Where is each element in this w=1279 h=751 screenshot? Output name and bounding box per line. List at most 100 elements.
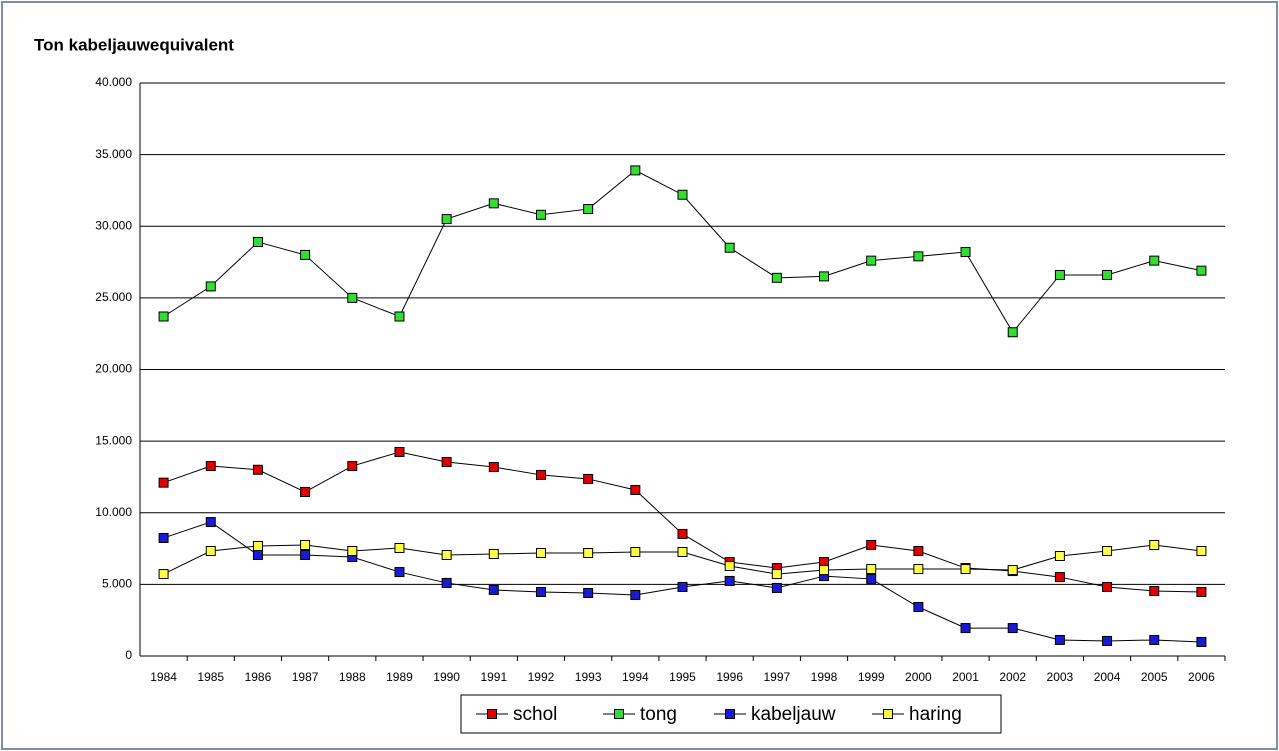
marker xyxy=(205,461,216,472)
marker xyxy=(394,311,405,322)
x-tick-label: 2003 xyxy=(1047,670,1074,684)
marker xyxy=(441,457,452,468)
marker xyxy=(347,461,358,472)
marker xyxy=(913,564,924,575)
x-tick-label: 1993 xyxy=(575,670,602,684)
marker xyxy=(630,484,641,495)
marker xyxy=(724,561,735,572)
marker xyxy=(1102,635,1113,646)
marker xyxy=(394,447,405,458)
marker xyxy=(441,577,452,588)
marker xyxy=(300,486,311,497)
x-tick-label: 1995 xyxy=(669,670,696,684)
y-tick-label: 15.000 xyxy=(95,433,132,447)
marker xyxy=(1149,634,1160,645)
x-tick-label: 2004 xyxy=(1094,670,1121,684)
y-tick-label: 35.000 xyxy=(95,147,132,161)
marker xyxy=(630,165,641,176)
y-tick-label: 40.000 xyxy=(95,75,132,89)
marker xyxy=(1054,572,1065,583)
marker xyxy=(913,545,924,556)
x-tick-label: 2000 xyxy=(905,670,932,684)
marker xyxy=(488,462,499,473)
legend-label: tong xyxy=(640,704,677,725)
marker xyxy=(960,564,971,575)
x-tick-label: 1992 xyxy=(528,670,555,684)
marker xyxy=(771,582,782,593)
marker xyxy=(866,573,877,584)
marker xyxy=(158,532,169,543)
marker xyxy=(677,528,688,539)
marker xyxy=(677,547,688,558)
marker xyxy=(488,198,499,209)
legend-label: kabeljauw xyxy=(751,704,836,725)
marker xyxy=(441,550,452,561)
marker xyxy=(630,547,641,558)
marker xyxy=(158,477,169,488)
marker xyxy=(1149,255,1160,266)
marker xyxy=(347,292,358,303)
x-tick-label: 1999 xyxy=(858,670,885,684)
x-tick-label: 2006 xyxy=(1188,670,1215,684)
marker xyxy=(866,564,877,575)
marker xyxy=(1007,623,1018,634)
marker xyxy=(488,549,499,560)
x-tick-label: 1987 xyxy=(292,670,319,684)
x-tick-label: 1986 xyxy=(245,670,272,684)
marker xyxy=(1007,327,1018,338)
x-tick-label: 1990 xyxy=(433,670,460,684)
y-tick-label: 10.000 xyxy=(95,505,132,519)
marker xyxy=(1007,565,1018,576)
marker xyxy=(1196,636,1207,647)
legend-marker xyxy=(725,709,735,719)
x-tick-label: 1997 xyxy=(763,670,790,684)
marker xyxy=(252,550,263,561)
marker xyxy=(819,565,830,576)
x-tick-label: 1996 xyxy=(716,670,743,684)
marker xyxy=(1196,586,1207,597)
marker xyxy=(866,539,877,550)
chart-title: Ton kabeljauwequivalent xyxy=(34,35,234,54)
x-tick-label: 1994 xyxy=(622,670,649,684)
marker xyxy=(205,545,216,556)
marker xyxy=(724,575,735,586)
legend-marker xyxy=(883,709,893,719)
marker xyxy=(394,567,405,578)
marker xyxy=(1054,551,1065,562)
marker xyxy=(771,569,782,580)
legend-label: haring xyxy=(909,704,962,725)
x-tick-label: 1985 xyxy=(197,670,224,684)
marker xyxy=(677,189,688,200)
marker xyxy=(583,548,594,559)
marker xyxy=(252,237,263,248)
legend-label: schol xyxy=(513,704,557,725)
y-tick-label: 25.000 xyxy=(95,290,132,304)
marker xyxy=(1149,539,1160,550)
marker xyxy=(1054,634,1065,645)
marker xyxy=(583,473,594,484)
marker xyxy=(535,586,546,597)
marker xyxy=(300,539,311,550)
marker xyxy=(300,550,311,561)
marker xyxy=(583,587,594,598)
x-tick-label: 2001 xyxy=(952,670,979,684)
marker xyxy=(441,214,452,225)
marker xyxy=(205,281,216,292)
marker xyxy=(252,540,263,551)
marker xyxy=(535,548,546,559)
marker xyxy=(158,569,169,580)
y-tick-label: 5.000 xyxy=(102,577,132,591)
x-tick-label: 1984 xyxy=(150,670,177,684)
marker xyxy=(1102,581,1113,592)
marker xyxy=(1102,545,1113,556)
x-tick-label: 1991 xyxy=(480,670,507,684)
marker xyxy=(913,602,924,613)
marker xyxy=(205,517,216,528)
marker xyxy=(819,271,830,282)
x-tick-label: 1998 xyxy=(811,670,838,684)
y-tick-label: 20.000 xyxy=(95,362,132,376)
marker xyxy=(394,542,405,553)
marker xyxy=(724,242,735,253)
